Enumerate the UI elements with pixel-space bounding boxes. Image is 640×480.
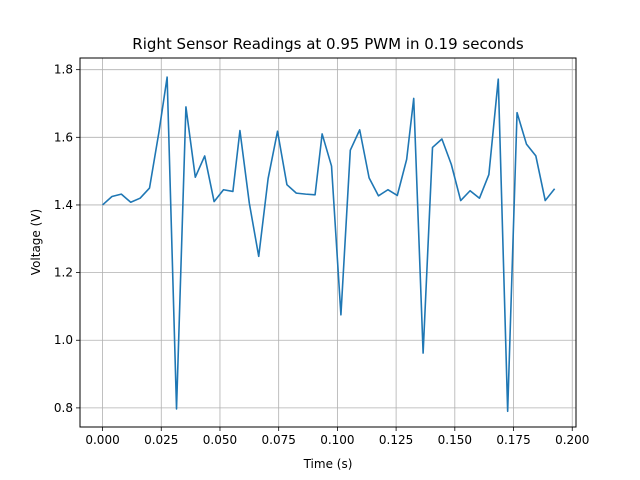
y-tick-label: 0.8 (54, 401, 73, 415)
x-axis-label: Time (s) (303, 457, 353, 471)
plot-frame (79, 57, 577, 428)
x-tick-label: 0.150 (438, 433, 472, 447)
y-tick-label: 1.4 (54, 198, 73, 212)
chart-title: Right Sensor Readings at 0.95 PWM in 0.1… (132, 35, 524, 53)
y-tick-label: 1.8 (54, 63, 73, 77)
y-tick-label: 1.0 (54, 333, 73, 347)
series-layer (102, 76, 556, 413)
x-tick-label: 0.025 (144, 433, 178, 447)
x-tick-label: 0.125 (379, 433, 413, 447)
x-tick-label: 0.200 (555, 433, 589, 447)
y-tick-label: 1.6 (54, 130, 73, 144)
y-tick-label: 1.2 (54, 266, 73, 280)
x-tick-label: 0.175 (496, 433, 530, 447)
x-tick-label: 0.050 (203, 433, 237, 447)
y-axis-label: Voltage (V) (29, 209, 43, 275)
x-tick-label: 0.075 (262, 433, 296, 447)
x-tick-label: 0.100 (320, 433, 354, 447)
y-axis-ticks: 0.8 1.0 1.2 1.4 1.6 1.8 (54, 63, 80, 415)
x-tick-label: 0.000 (85, 433, 119, 447)
series-line (102, 76, 556, 413)
x-axis-ticks: 0.000 0.025 0.050 0.075 0.100 0.125 0.150 0.175… (85, 427, 589, 447)
grid-lines (80, 58, 576, 427)
